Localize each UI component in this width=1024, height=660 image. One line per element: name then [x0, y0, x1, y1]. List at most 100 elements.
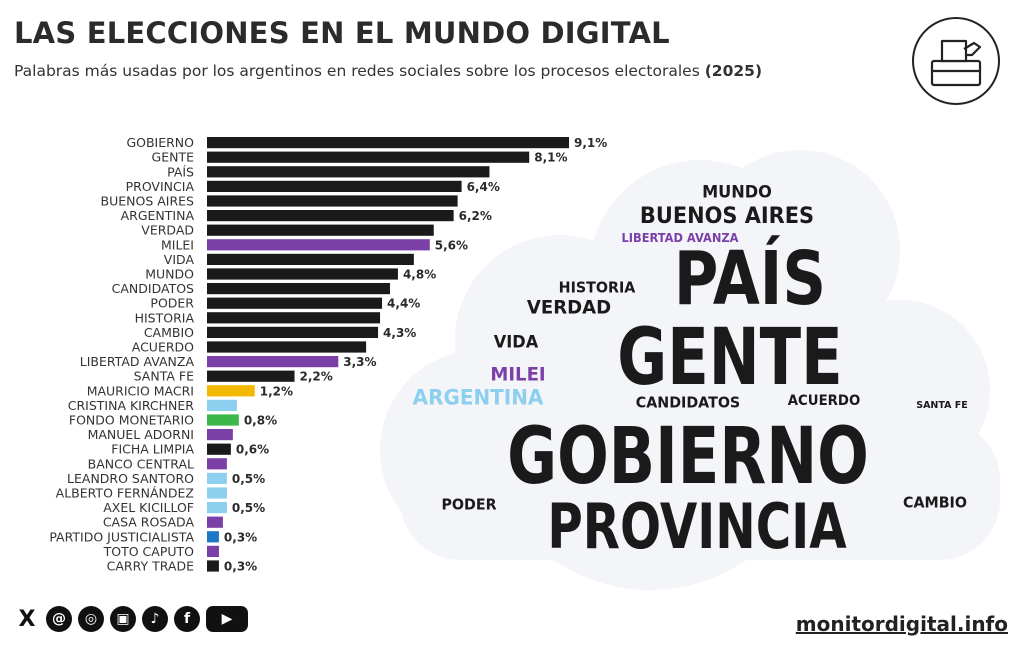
- x-icon[interactable]: X: [18, 606, 36, 632]
- bar: [207, 341, 367, 353]
- bar: [207, 472, 227, 484]
- bar: [207, 502, 227, 514]
- bar: [207, 210, 454, 222]
- word-cloud-term: CAMBIO: [903, 493, 967, 512]
- value-label: 9,1%: [574, 136, 607, 150]
- word-cloud-term: LIBERTAD AVANZA: [621, 231, 739, 245]
- category-label: LEANDRO SANTORO: [67, 471, 194, 486]
- word-cloud-term: HISTORIA: [558, 278, 636, 297]
- value-label: 2,2%: [300, 370, 333, 384]
- category-label: ACUERDO: [132, 340, 194, 355]
- bar: [207, 560, 219, 572]
- website-link[interactable]: monitordigital.info: [795, 612, 1008, 636]
- word-cloud-term: CANDIDATOS: [635, 393, 741, 412]
- category-label: SANTA FE: [134, 369, 194, 384]
- value-label: 5,6%: [435, 238, 468, 252]
- value-label: 0,3%: [224, 560, 257, 574]
- word-cloud-term: GOBIERNO: [507, 412, 869, 502]
- bar: [207, 356, 339, 368]
- bar: [207, 531, 219, 543]
- bar: [207, 195, 458, 207]
- value-label: 4,8%: [403, 268, 436, 282]
- bar: [207, 516, 223, 528]
- category-label: PROVINCIA: [126, 179, 195, 194]
- bar: [207, 312, 381, 324]
- category-label: ARGENTINA: [121, 208, 195, 223]
- category-label: PAÍS: [167, 164, 194, 179]
- threads-icon[interactable]: @: [46, 606, 72, 632]
- category-label: MUNDO: [145, 267, 194, 282]
- value-label: 0,3%: [224, 530, 257, 544]
- category-label: MILEI: [161, 237, 194, 252]
- value-label: 4,3%: [383, 326, 416, 340]
- category-label: MAURICIO MACRI: [87, 383, 194, 398]
- bar: [207, 399, 237, 411]
- bar: [207, 283, 390, 295]
- category-label: PARTIDO JUSTICIALISTA: [49, 529, 194, 544]
- category-label: HISTORIA: [135, 310, 195, 325]
- category-label: GOBIERNO: [126, 135, 194, 150]
- value-label: 3,3%: [343, 355, 376, 369]
- bar: [207, 385, 255, 397]
- bar: [207, 137, 569, 149]
- bar: [207, 180, 462, 192]
- word-cloud-term: ACUERDO: [787, 393, 861, 409]
- category-label: LIBERTAD AVANZA: [80, 354, 195, 369]
- bar: [207, 166, 490, 178]
- value-label: 0,6%: [236, 443, 269, 457]
- category-label: VERDAD: [141, 223, 194, 238]
- bar: [207, 545, 219, 557]
- category-label: CASA ROSADA: [103, 515, 195, 530]
- category-label: FICHA LIMPIA: [111, 442, 194, 457]
- category-label: FONDO MONETARIO: [69, 413, 194, 428]
- value-label: 6,2%: [459, 209, 492, 223]
- category-label: CAMBIO: [144, 325, 194, 340]
- instagram-icon[interactable]: ◎: [78, 606, 104, 632]
- bar: [207, 370, 295, 382]
- category-label: VIDA: [164, 252, 195, 267]
- tiktok-icon[interactable]: ♪: [142, 606, 168, 632]
- category-label: PODER: [150, 296, 194, 311]
- category-label: BUENOS AIRES: [101, 194, 195, 209]
- bar: [207, 443, 231, 455]
- bar: [207, 239, 430, 251]
- bar: [207, 414, 239, 426]
- category-label: AXEL KICILLOF: [103, 500, 194, 515]
- bar: [207, 429, 233, 441]
- bar: [207, 487, 227, 499]
- value-label: 8,1%: [534, 151, 567, 165]
- bar: [207, 151, 530, 163]
- category-label: CANDIDATOS: [112, 281, 194, 296]
- word-cloud-term: PAÍS: [673, 236, 827, 322]
- word-cloud-term: VIDA: [493, 332, 539, 353]
- bar: [207, 458, 227, 470]
- bar: [207, 253, 414, 265]
- word-cloud-term: GENTE: [617, 313, 843, 403]
- word-cloud-term: ARGENTINA: [412, 385, 544, 410]
- category-label: CRISTINA KIRCHNER: [68, 398, 195, 413]
- category-label: ALBERTO FERNÁNDEZ: [56, 486, 194, 501]
- word-cloud-term: PROVINCIA: [547, 490, 847, 563]
- bar: [207, 268, 398, 280]
- page-title: LAS ELECCIONES EN EL MUNDO DIGITAL: [14, 16, 670, 50]
- value-label: 0,5%: [232, 501, 265, 515]
- facebook-icon[interactable]: f: [174, 606, 200, 632]
- value-label: 0,8%: [244, 414, 277, 428]
- category-label: BANCO CENTRAL: [88, 456, 194, 471]
- newsletter-icon[interactable]: ▣: [110, 606, 136, 632]
- word-cloud-term: VERDAD: [526, 296, 612, 319]
- word-cloud-term: PODER: [441, 495, 497, 514]
- subtitle-text: Palabras más usadas por los argentinos e…: [14, 62, 700, 80]
- value-label: 0,5%: [232, 472, 265, 486]
- word-cloud-term: BUENOS AIRES: [639, 204, 815, 229]
- bar: [207, 326, 379, 338]
- value-label: 6,4%: [467, 180, 500, 194]
- page-subtitle: Palabras más usadas por los argentinos e…: [14, 62, 762, 80]
- word-cloud-term: MILEI: [490, 363, 546, 386]
- social-links: X @ ◎ ▣ ♪ f ▶: [14, 606, 248, 632]
- subtitle-year: (2025): [704, 62, 763, 80]
- bar: [207, 297, 383, 309]
- youtube-icon[interactable]: ▶: [206, 606, 248, 632]
